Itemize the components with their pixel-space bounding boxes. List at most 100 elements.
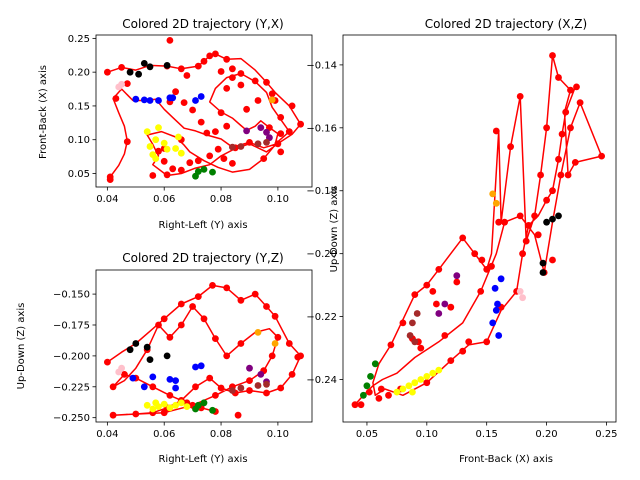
chart-yx-xtick-label: 0.04 (96, 194, 118, 205)
chart-yx-point-purple (257, 124, 265, 131)
chart-yx-point-green (209, 168, 216, 176)
chart-xz-ytick-label: −0.22 (306, 312, 337, 323)
chart-xz-point-red (537, 171, 544, 179)
chart-yz-point-red (246, 387, 253, 394)
chart-xz-point-brown (406, 332, 414, 339)
chart-xz-point-black (543, 218, 550, 226)
chart-yx-point-green (194, 168, 202, 175)
chart-yz-point-yellow (143, 401, 151, 409)
chart-yz-point-green (209, 406, 216, 414)
chart-yz-point-red (212, 335, 219, 342)
chart-yx-point-red (197, 118, 205, 126)
chart-yz-point-red (237, 296, 245, 304)
chart-yx-title: Colored 2D trajectory (Y,X) (122, 17, 284, 31)
chart-yz-point-brown (237, 384, 245, 392)
chart-yx-point-green (200, 166, 208, 173)
chart-xz-point-blue (491, 284, 499, 292)
chart-yz-point-red (194, 293, 202, 300)
chart-xz-point-red (417, 344, 425, 352)
chart-yz-point-purple (246, 364, 253, 372)
chart-xz-point-purple (441, 300, 449, 308)
chart-yz-point-black (132, 340, 140, 347)
chart-yx-point-red (288, 102, 296, 110)
chart-yx-point-red (260, 155, 268, 163)
chart-yx-point-red (112, 95, 120, 102)
chart-yx-point-blue (169, 94, 177, 102)
chart-xz-plot-area (351, 52, 605, 409)
chart-yz-point-yellow (177, 399, 185, 407)
chart-yx-point-red (186, 159, 194, 167)
chart-yx-point-red (220, 155, 228, 163)
chart-yx-point-red (177, 166, 185, 174)
chart-yz-point-red (277, 384, 285, 392)
chart-xz-point-red (555, 74, 562, 81)
chart-xz-point-red (459, 234, 467, 242)
chart-xz-point-red (447, 303, 455, 311)
chart-xz-point-red (573, 83, 580, 91)
chart-yx-point-black (140, 60, 148, 67)
chart-yx-point-red (194, 62, 202, 70)
chart-yx-point-red (237, 70, 245, 77)
chart-xz-point-red (459, 347, 467, 355)
chart-yx-point-yellow (160, 139, 168, 147)
chart-yx-point-red (123, 138, 131, 146)
chart-xz: Colored 2D trajectory (X,Z) Front-Back (… (306, 17, 617, 465)
chart-yx-point-black (135, 70, 143, 78)
chart-yz-point-red (274, 333, 282, 341)
chart-yz-point-red (160, 409, 168, 417)
chart-yx-ytick-label: 0.10 (68, 135, 90, 146)
chart-xz-point-pink (519, 294, 526, 302)
chart-yz-frame (95, 269, 313, 423)
chart-yz-point-purple (257, 371, 265, 378)
chart-yz-point-red (234, 411, 242, 419)
chart-xz-point-red (478, 256, 486, 264)
chart-xz-point-brown (413, 310, 421, 317)
chart-yz-point-yellow (166, 404, 174, 412)
chart-xz-point-purple (435, 310, 443, 317)
chart-yx-xtick-label: 0.08 (210, 194, 232, 205)
chart-yz-point-brown (263, 380, 270, 388)
chart-yx-point-red (172, 88, 180, 96)
chart-yz-point-blue (197, 362, 205, 370)
chart-xz-xtick-label: 0.25 (595, 429, 617, 440)
chart-yx-xtick-label: 0.06 (153, 194, 175, 205)
chart-yz-ylabel: Up-Down (Z) axis (16, 303, 27, 390)
chart-yx-point-red (163, 171, 171, 179)
chart-yx-point-red (104, 68, 111, 76)
chart-xz-point-yellow (409, 388, 416, 396)
chart-yx-point-black (126, 68, 134, 76)
chart-yx-point-blue (192, 97, 199, 104)
chart-yz-point-red (160, 315, 168, 323)
chart-yx-point-blue (146, 97, 154, 104)
chart-yz-point-red (251, 290, 259, 298)
chart-yx-point-red (123, 80, 131, 87)
chart-yz-point-red (189, 303, 197, 310)
chart-yz-point-red (109, 383, 117, 391)
chart-xz-point-red (441, 332, 449, 339)
chart-xz-point-red (492, 127, 500, 135)
chart-yx-point-purple (243, 127, 251, 135)
chart-yz-point-red (288, 371, 296, 378)
chart-yx-point-red (274, 140, 282, 148)
chart-xz-point-red (531, 212, 538, 220)
chart-yx-point-red (217, 109, 225, 117)
chart-xz-point-red (522, 237, 530, 245)
chart-xz-point-red (483, 266, 491, 273)
chart-yz-point-red (246, 377, 253, 384)
chart-xz-ytick-label: −0.16 (306, 123, 337, 134)
chart-yx-point-red (243, 105, 251, 113)
chart-yz-point-red (263, 303, 270, 310)
chart-yx-point-yellow (143, 128, 151, 136)
chart-yx-point-red (246, 139, 253, 146)
chart-yx-point-red (214, 145, 222, 153)
chart-yx-point-red (118, 64, 125, 71)
chart-xz-point-red (525, 222, 532, 229)
chart-yz-point-blue (172, 384, 180, 392)
chart-yx-point-yellow (146, 143, 154, 150)
chart-xz-point-yellow (423, 373, 431, 380)
chart-yx-point-red (229, 160, 236, 167)
chart-yx-point-red (200, 57, 208, 65)
chart-yz-point-red (223, 284, 231, 292)
chart-yx-point-red (166, 37, 174, 44)
chart-yz-point-red (294, 353, 302, 361)
